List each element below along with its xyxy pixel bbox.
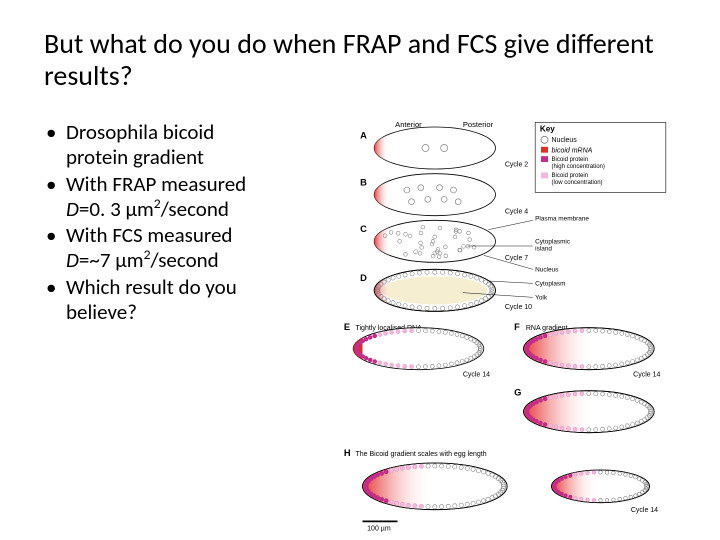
svg-text:Cycle 7: Cycle 7 bbox=[505, 255, 528, 262]
svg-text:The Bicoid gradient scales wit: The Bicoid gradient scales with egg leng… bbox=[356, 451, 487, 458]
label-posterior: Posterior bbox=[463, 120, 494, 129]
panel-h: H The Bicoid gradient scales with egg le… bbox=[344, 448, 658, 533]
bullet-list: Drosophila bicoid protein gradient With … bbox=[44, 120, 316, 540]
svg-text:Cycle 14: Cycle 14 bbox=[633, 372, 660, 379]
slide-title: But what do you do when FRAP and FCS giv… bbox=[44, 28, 676, 92]
panel-a: A Cycle 2 bbox=[360, 127, 528, 169]
bullet-3: With FCS measured D=~7 µm2/second bbox=[44, 223, 316, 273]
key-prot-hi-icon bbox=[541, 157, 548, 163]
svg-text:Yolk: Yolk bbox=[535, 295, 548, 302]
svg-text:Nucleus: Nucleus bbox=[552, 138, 578, 145]
svg-text:bicoid mRNA: bicoid mRNA bbox=[552, 148, 593, 155]
panel-d: D Cycle 10 Cytoplasm Yolk bbox=[360, 270, 565, 312]
key-legend: Key Nucleus bicoid mRNA Bicoid protein (… bbox=[535, 123, 666, 193]
svg-text:A: A bbox=[360, 131, 367, 141]
panel-c: C Cycle 7 Plasma membrane Cytoplasmic is… bbox=[360, 216, 589, 274]
svg-text:Cytoplasm: Cytoplasm bbox=[535, 281, 565, 288]
svg-text:Key: Key bbox=[540, 125, 555, 134]
key-prot-lo-icon bbox=[541, 173, 548, 179]
svg-text:D: D bbox=[360, 273, 367, 283]
diagram-figure: Anterior Posterior Key Nucleus bicoid mR… bbox=[336, 120, 676, 540]
svg-text:Cycle 14: Cycle 14 bbox=[463, 372, 490, 379]
svg-text:Plasma membrane: Plasma membrane bbox=[535, 216, 589, 223]
svg-text:E: E bbox=[344, 322, 350, 332]
panel-f: F RNA gradient Cycle 14 bbox=[514, 322, 660, 379]
panel-g: G bbox=[514, 388, 654, 433]
panel-e: E Tightly localised RNA Cycle 14 bbox=[344, 322, 490, 379]
svg-text:Nucleus: Nucleus bbox=[535, 267, 558, 274]
content-row: Drosophila bicoid protein gradient With … bbox=[44, 120, 676, 540]
svg-text:(low concentration): (low concentration) bbox=[552, 181, 603, 187]
svg-text:Cycle 14: Cycle 14 bbox=[631, 507, 658, 514]
svg-text:C: C bbox=[360, 224, 367, 234]
svg-text:Cytoplasmic: Cytoplasmic bbox=[535, 239, 571, 246]
slide: But what do you do when FRAP and FCS giv… bbox=[0, 0, 720, 540]
svg-text:Bicoid protein: Bicoid protein bbox=[552, 174, 589, 180]
svg-text:island: island bbox=[535, 246, 552, 253]
svg-text:H: H bbox=[344, 448, 351, 458]
svg-text:G: G bbox=[514, 388, 521, 398]
bullet-2: With FRAP measured D=0. 3 µm2/second bbox=[44, 172, 316, 222]
svg-text:(high concentration): (high concentration) bbox=[552, 164, 605, 170]
svg-text:Cycle 10: Cycle 10 bbox=[505, 304, 532, 311]
svg-text:100 µm: 100 µm bbox=[367, 526, 391, 533]
svg-text:F: F bbox=[514, 322, 520, 332]
svg-text:B: B bbox=[360, 178, 367, 188]
svg-text:Cycle 4: Cycle 4 bbox=[505, 209, 528, 216]
diagram-svg: Anterior Posterior Key Nucleus bicoid mR… bbox=[336, 120, 676, 540]
bullet-4: Which result do you believe? bbox=[44, 275, 316, 325]
key-mrna-icon bbox=[541, 147, 548, 153]
svg-text:Cycle 2: Cycle 2 bbox=[505, 162, 528, 169]
bullet-1: Drosophila bicoid protein gradient bbox=[44, 120, 316, 170]
panel-b: B Cycle 4 bbox=[360, 174, 528, 216]
svg-text:Bicoid protein: Bicoid protein bbox=[552, 157, 589, 163]
